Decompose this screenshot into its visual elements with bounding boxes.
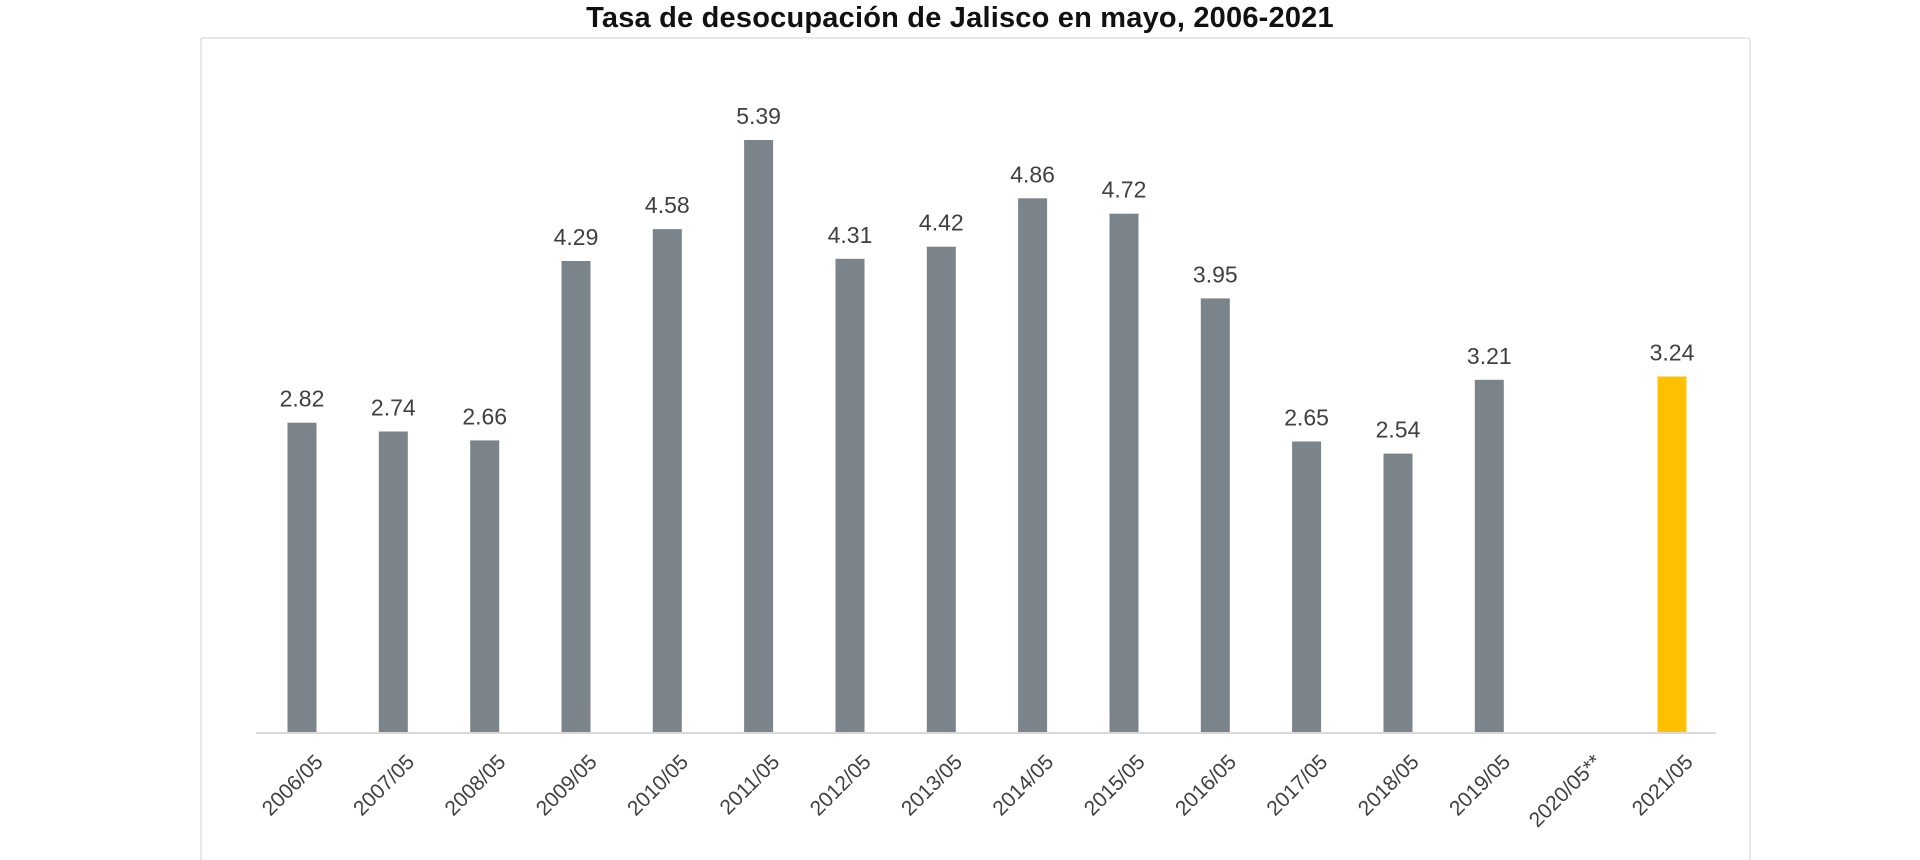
data-label: 5.39	[736, 103, 781, 129]
data-label: 2.54	[1376, 417, 1421, 443]
data-label: 3.95	[1193, 261, 1238, 287]
x-tick-label: 2017/05	[1262, 750, 1332, 820]
data-label: 4.31	[828, 222, 873, 248]
bar-2011-05	[744, 140, 774, 733]
x-tick-label: 2014/05	[988, 750, 1058, 820]
x-tick-label: 2006/05	[258, 750, 328, 820]
bars-group	[287, 140, 1687, 734]
data-label: 4.72	[1102, 177, 1147, 203]
x-tick-label: 2007/05	[349, 750, 419, 820]
bar-2018-05	[1383, 453, 1413, 733]
data-label: 4.86	[1010, 161, 1055, 187]
bar-2012-05	[835, 258, 865, 733]
x-tick-label: 2013/05	[897, 750, 967, 820]
bar-2008-05	[470, 440, 500, 733]
data-labels-group: 2.82 2.74 2.66 4.29 4.58 5.39 4.31 4.42 4.86 4.72…	[280, 103, 1695, 443]
bar-2006-05	[287, 422, 317, 733]
data-label: 2.74	[371, 395, 416, 421]
x-tick-label: 2018/05	[1354, 750, 1424, 820]
x-tick-labels-group: 2006/05 2007/05 2008/05 2009/05 2010/05 2011/…	[258, 750, 1698, 832]
data-label: 4.42	[919, 210, 964, 236]
data-label: 2.65	[1284, 405, 1329, 431]
bar-2019-05	[1474, 379, 1504, 733]
data-label: 3.24	[1650, 340, 1695, 366]
bar-2014-05	[1018, 198, 1048, 734]
x-tick-label: 2010/05	[623, 750, 693, 820]
bar-2017-05	[1292, 441, 1322, 733]
bar-2021-05	[1657, 376, 1687, 733]
data-label: 3.21	[1467, 343, 1512, 369]
bar-2013-05	[926, 246, 956, 733]
x-tick-label: 2021/05	[1628, 750, 1698, 820]
x-tick-label: 2016/05	[1171, 750, 1241, 820]
x-tick-label: 2012/05	[806, 750, 876, 820]
chart-title: Tasa de desocupación de Jalisco en mayo,…	[586, 2, 1334, 34]
bar-2007-05	[378, 431, 408, 733]
x-tick-label: 2009/05	[532, 750, 602, 820]
x-tick-label: 2008/05	[440, 750, 510, 820]
data-label: 2.66	[462, 403, 507, 429]
x-tick-label: 2019/05	[1445, 750, 1515, 820]
data-label: 2.82	[280, 386, 325, 412]
x-tick-label: 2011/05	[715, 750, 784, 819]
bar-2015-05	[1109, 213, 1139, 733]
bar-2009-05	[561, 261, 591, 733]
data-label: 4.58	[645, 192, 690, 218]
bar-2010-05	[652, 229, 682, 733]
x-tick-label: 2020/05**	[1525, 750, 1607, 832]
data-label: 4.29	[554, 224, 599, 250]
x-tick-label: 2015/05	[1080, 750, 1150, 820]
bar-2016-05	[1200, 298, 1230, 733]
